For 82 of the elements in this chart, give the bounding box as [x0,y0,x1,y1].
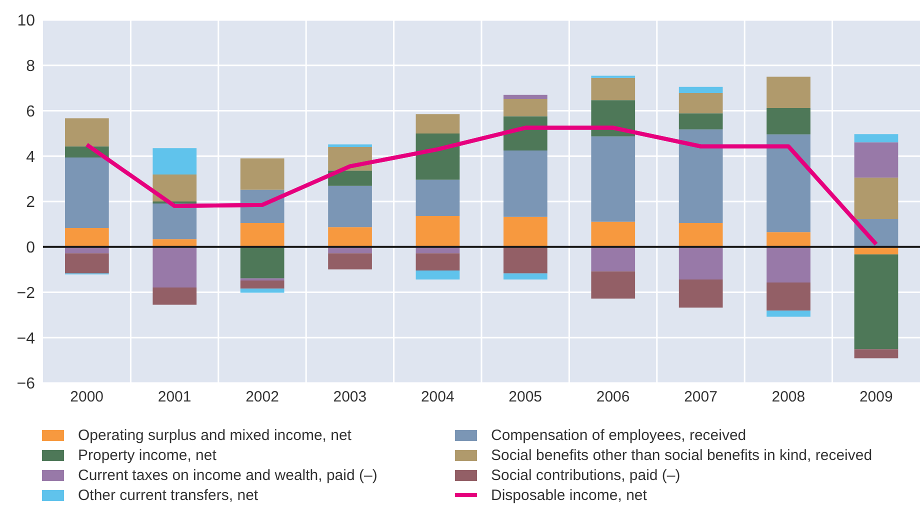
bar [678,280,723,308]
bar [854,349,898,358]
bar [504,273,548,280]
legend-label: Property income, net [78,446,216,464]
bar [854,254,898,350]
bar [766,310,810,317]
legend-label: Current taxes on income and wealth, paid (–) [78,466,378,484]
bar [591,271,636,299]
bar [766,108,810,134]
bar [328,186,372,228]
bar [240,280,284,289]
legend-label: Compensation of employees, received [491,426,746,444]
bar [65,228,109,247]
bar [678,223,723,247]
bar [65,253,109,274]
legend-label: Social benefits other than social benefits in kind, received [491,446,872,464]
bar [416,180,460,216]
bar [504,150,548,217]
bar [854,134,898,142]
bar [591,78,636,100]
y-tick-label: −2 [16,284,36,302]
bar [854,142,898,178]
x-tick-label: 2006 [596,388,630,406]
legend-label: Operating surplus and mixed income, net [78,426,352,444]
x-tick-label: 2008 [772,388,806,406]
bar [65,118,109,146]
bar [504,94,548,99]
bar [416,253,460,270]
x-tick-label: 2009 [859,388,893,406]
bar [152,174,197,202]
bar [240,288,284,293]
bar [152,204,197,240]
bar [416,133,460,180]
y-tick-label: −4 [16,330,36,348]
y-tick-label: 10 [17,12,36,30]
bar [766,282,810,311]
bar [766,246,810,282]
bar [416,216,460,247]
legend-label: Disposable income, net [491,486,647,504]
bar [416,270,460,280]
bar [766,134,810,232]
bar [416,114,460,134]
bar [766,232,810,247]
bar [854,178,898,219]
bar [591,222,636,247]
bar [240,223,284,247]
bar [678,246,723,280]
y-tick-label: 2 [26,194,36,212]
bar [240,246,284,278]
x-tick-label: 2007 [684,388,718,406]
bar [65,157,109,228]
bar [328,170,372,186]
y-tick-label: 6 [26,103,36,120]
bar [240,158,284,190]
y-tick-label: −6 [16,376,36,393]
x-tick-label: 2002 [246,388,279,406]
x-tick-label: 2004 [420,388,454,406]
bar [328,227,372,247]
bar [591,136,636,222]
bar [152,287,197,305]
y-tick-label: 0 [26,240,36,257]
legend-label: Social contributions, paid (–) [491,466,680,484]
x-tick-label: 2001 [158,388,192,406]
bar [678,113,723,130]
bar [678,93,723,114]
x-tick-label: 2003 [333,388,367,406]
bar [152,148,197,174]
bar [504,98,548,116]
legend-label: Other current transfers, net [78,486,258,504]
bar [678,129,723,224]
bar [766,76,810,108]
bar [504,246,548,274]
bar [328,144,372,148]
bar [678,86,723,94]
x-tick-label: 2005 [508,388,542,406]
bar [328,253,372,270]
x-tick-label: 2000 [70,388,104,406]
y-tick-label: 4 [26,148,36,166]
y-tick-label: 8 [26,58,36,76]
bar [504,216,548,247]
bar [591,246,636,272]
bar [152,246,197,288]
